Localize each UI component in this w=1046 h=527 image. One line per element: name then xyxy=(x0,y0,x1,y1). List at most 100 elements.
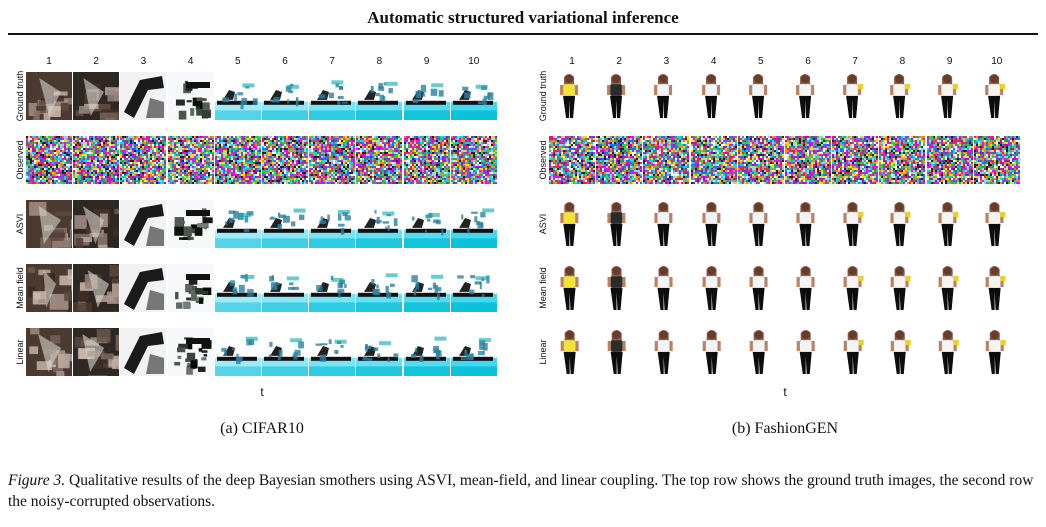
sample-image xyxy=(120,136,167,184)
sample-image xyxy=(832,72,879,120)
sample-image xyxy=(926,264,973,312)
sample-image xyxy=(926,200,973,248)
sample-image xyxy=(356,72,403,120)
sample-image xyxy=(643,200,690,248)
sample-image xyxy=(309,200,356,248)
sample-image xyxy=(973,200,1020,248)
column-number: 3 xyxy=(663,56,670,67)
sample-image xyxy=(450,200,497,248)
sample-image xyxy=(73,136,120,184)
row-label: ASVI xyxy=(15,213,25,235)
column-number: 8 xyxy=(899,56,906,67)
sample-image xyxy=(690,200,737,248)
row-label: Mean field xyxy=(538,267,548,309)
sample-image xyxy=(690,136,737,184)
sample-image xyxy=(214,200,261,248)
sample-image xyxy=(356,328,403,376)
row-label: Observed xyxy=(15,140,25,180)
sample-image xyxy=(596,136,643,184)
figure-caption-text: Qualitative results of the deep Bayesian… xyxy=(8,472,1034,510)
column-number: 5 xyxy=(235,56,241,67)
row-label: Ground truth xyxy=(15,70,25,122)
sample-image xyxy=(832,264,879,312)
sample-image xyxy=(643,72,690,120)
sample-image xyxy=(690,328,737,376)
sample-image xyxy=(737,136,784,184)
sample-image xyxy=(120,328,167,376)
sample-image xyxy=(737,72,784,120)
sample-image xyxy=(403,136,450,184)
sample-image xyxy=(832,136,879,184)
sample-image xyxy=(549,200,595,248)
sample-image xyxy=(549,328,595,376)
sample-image xyxy=(26,136,72,184)
column-number: 6 xyxy=(805,56,811,67)
sample-image xyxy=(643,328,690,376)
row-label: Ground truth xyxy=(538,70,548,122)
sample-image xyxy=(73,72,120,120)
sample-image xyxy=(737,328,784,376)
sample-image xyxy=(737,200,784,248)
sample-image xyxy=(167,328,214,376)
sample-image xyxy=(832,200,879,248)
sample-image xyxy=(737,264,784,312)
sample-image xyxy=(262,328,308,376)
sample-image xyxy=(832,328,879,376)
sample-image xyxy=(26,328,72,376)
sample-image xyxy=(879,264,926,312)
sample-image xyxy=(450,328,497,376)
sample-image xyxy=(643,264,690,312)
figure-caption: Figure 3. Qualitative results of the dee… xyxy=(8,470,1038,512)
sample-image xyxy=(167,136,214,184)
sample-image xyxy=(26,200,72,248)
sample-image xyxy=(262,136,308,184)
sample-image xyxy=(596,264,643,312)
sample-image xyxy=(690,72,737,120)
sample-image xyxy=(167,264,214,312)
sample-image xyxy=(643,136,690,184)
row-label: Observed xyxy=(538,140,548,180)
sample-image xyxy=(926,136,973,184)
sample-image xyxy=(262,264,308,312)
sample-image xyxy=(309,328,356,376)
sample-image xyxy=(879,72,926,120)
sample-image xyxy=(973,72,1020,120)
sample-image xyxy=(403,264,450,312)
sample-image xyxy=(262,200,308,248)
figure-caption-label: Figure 3. xyxy=(8,472,66,489)
running-title: Automatic structured variational inferen… xyxy=(367,8,679,27)
sample-image xyxy=(403,328,450,376)
sample-image xyxy=(167,200,214,248)
column-number: 9 xyxy=(423,56,430,67)
sample-image xyxy=(450,136,497,184)
row-label: Linear xyxy=(538,339,548,365)
sample-image xyxy=(73,264,120,312)
row-label: ASVI xyxy=(538,213,548,235)
sample-image xyxy=(596,328,643,376)
sample-image xyxy=(73,328,120,376)
sample-image xyxy=(356,264,403,312)
sample-image xyxy=(120,264,167,312)
sample-image xyxy=(356,136,403,184)
sample-image xyxy=(690,264,737,312)
column-number: 7 xyxy=(329,56,335,67)
row-label: Linear xyxy=(15,339,25,365)
sample-image xyxy=(926,72,973,120)
sample-image xyxy=(973,264,1020,312)
sample-image xyxy=(879,136,926,184)
sample-image xyxy=(879,328,926,376)
sample-image xyxy=(403,72,450,120)
subfigure-caption: (a) CIFAR10 xyxy=(220,420,304,437)
sample-image xyxy=(926,328,973,376)
sample-image xyxy=(879,200,926,248)
column-number: 8 xyxy=(376,56,383,67)
sample-image xyxy=(450,264,497,312)
sample-image xyxy=(785,200,831,248)
column-number: 10 xyxy=(468,56,480,67)
sample-image xyxy=(596,72,643,120)
row-label: Mean field xyxy=(15,267,25,309)
sample-image xyxy=(214,136,261,184)
sample-image xyxy=(785,328,831,376)
sample-image xyxy=(309,264,356,312)
column-number: 5 xyxy=(758,56,764,67)
